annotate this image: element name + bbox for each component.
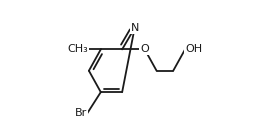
Text: Br: Br (75, 109, 87, 119)
Text: OH: OH (185, 44, 202, 54)
Text: N: N (130, 23, 139, 33)
Text: CH₃: CH₃ (67, 44, 88, 54)
Text: O: O (140, 44, 149, 54)
